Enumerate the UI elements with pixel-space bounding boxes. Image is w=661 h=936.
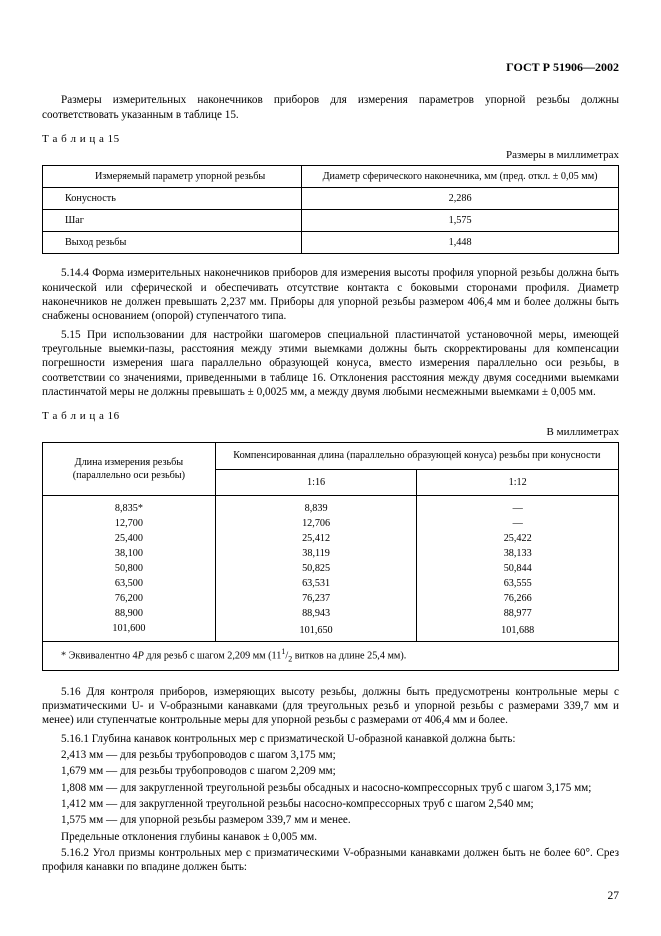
para-5-16-1-lead: 5.16.1 Глубина канавок контрольных мер с… [42, 732, 619, 746]
t16-cell: 88,900 [43, 606, 216, 621]
t16-cell: 25,422 [417, 531, 619, 546]
t16-cell: 88,977 [417, 606, 619, 621]
t16-cell: 76,200 [43, 591, 216, 606]
t16-cell: — [417, 495, 619, 516]
t15-cell-param: Шаг [43, 210, 302, 232]
t16-cell: 12,706 [215, 516, 417, 531]
page-number: 27 [42, 889, 619, 904]
t15-cell-param: Конусность [43, 188, 302, 210]
table-row: 12,70012,706— [43, 516, 619, 531]
t16-cell: 25,400 [43, 531, 216, 546]
t16-cell: 76,266 [417, 591, 619, 606]
t16-cell: 50,844 [417, 561, 619, 576]
para-5-16-2: 5.16.2 Угол призмы контрольных мер с при… [42, 846, 619, 875]
table-16: Длина измерения резьбы (параллельно оси … [42, 442, 619, 670]
table-row: 101,600101,650101,688 [43, 621, 619, 642]
table15-units: Размеры в миллиметрах [42, 148, 619, 162]
page: ГОСТ Р 51906—2002 Размеры измерительных … [0, 0, 661, 933]
t16-cell: 12,700 [43, 516, 216, 531]
table-row: 8,835*8,839— [43, 495, 619, 516]
para-5-14-4: 5.14.4 Форма измерительных наконечников … [42, 266, 619, 323]
t16-cell: — [417, 516, 619, 531]
t15-header-param: Измеряемый параметр упорной резьбы [43, 166, 302, 188]
t15-header-diameter: Диаметр сферического наконечника, мм (пр… [302, 166, 619, 188]
bullet-item: 1,575 мм — для упорной резьбы размером 3… [42, 813, 619, 827]
bullet-item: 1,679 мм — для резьбы трубопроводов с ша… [42, 764, 619, 778]
t16-footnote: * Эквивалентно 4P для резьб с шагом 2,20… [43, 641, 619, 670]
t16-cell: 50,800 [43, 561, 216, 576]
t16-cell: 38,133 [417, 546, 619, 561]
table16-label: Т а б л и ц а 16 [42, 409, 619, 423]
t15-cell-val: 1,575 [302, 210, 619, 232]
t16-cell: 8,839 [215, 495, 417, 516]
table-15: Измеряемый параметр упорной резьбы Диаме… [42, 165, 619, 254]
table-row: 76,20076,23776,266 [43, 591, 619, 606]
para-5-15: 5.15 При использовании для настройки шаг… [42, 328, 619, 400]
bullet-item: 1,412 мм — для закругленной треугольной … [42, 797, 619, 811]
t16-cell: 88,943 [215, 606, 417, 621]
table15-label: Т а б л и ц а 15 [42, 132, 619, 146]
t16-cell: 25,412 [215, 531, 417, 546]
table-row: Шаг 1,575 [43, 210, 619, 232]
t16-header-comp: Компенсированная длина (параллельно обра… [215, 443, 618, 469]
t15-cell-param: Выход резьбы [43, 232, 302, 254]
bullet-item: 1,808 мм — для закругленной треугольной … [42, 781, 619, 795]
para-tolerance: Предельные отклонения глубины канавок ± … [42, 830, 619, 844]
t16-cell: 63,531 [215, 576, 417, 591]
table-row: 88,90088,94388,977 [43, 606, 619, 621]
t16-cell: 38,119 [215, 546, 417, 561]
bullet-item: 2,413 мм — для резьбы трубопроводов с ша… [42, 748, 619, 762]
t16-cell: 101,600 [43, 621, 216, 642]
t16-footnote-row: * Эквивалентно 4P для резьб с шагом 2,20… [43, 641, 619, 670]
table-row: Выход резьбы 1,448 [43, 232, 619, 254]
doc-header: ГОСТ Р 51906—2002 [42, 60, 619, 75]
t16-cell: 76,237 [215, 591, 417, 606]
table16-units: В миллиметрах [42, 425, 619, 439]
t16-cell: 63,500 [43, 576, 216, 591]
t15-cell-val: 1,448 [302, 232, 619, 254]
t16-cell: 50,825 [215, 561, 417, 576]
t16-cell: 63,555 [417, 576, 619, 591]
para-5-16: 5.16 Для контроля приборов, измеряющих в… [42, 685, 619, 728]
table-row: 25,40025,41225,422 [43, 531, 619, 546]
t16-sub-1-12: 1:12 [417, 469, 619, 495]
t16-sub-1-16: 1:16 [215, 469, 417, 495]
table-row: Конусность 2,286 [43, 188, 619, 210]
table-row: 38,10038,11938,133 [43, 546, 619, 561]
t16-header-length: Длина измерения резьбы (параллельно оси … [43, 443, 216, 495]
table-row: 50,80050,82550,844 [43, 561, 619, 576]
t16-cell: 101,688 [417, 621, 619, 642]
t16-cell: 8,835* [43, 495, 216, 516]
intro-paragraph: Размеры измерительных наконечников прибо… [42, 93, 619, 122]
t15-cell-val: 2,286 [302, 188, 619, 210]
t16-cell: 101,650 [215, 621, 417, 642]
table-row: 63,50063,53163,555 [43, 576, 619, 591]
t16-cell: 38,100 [43, 546, 216, 561]
